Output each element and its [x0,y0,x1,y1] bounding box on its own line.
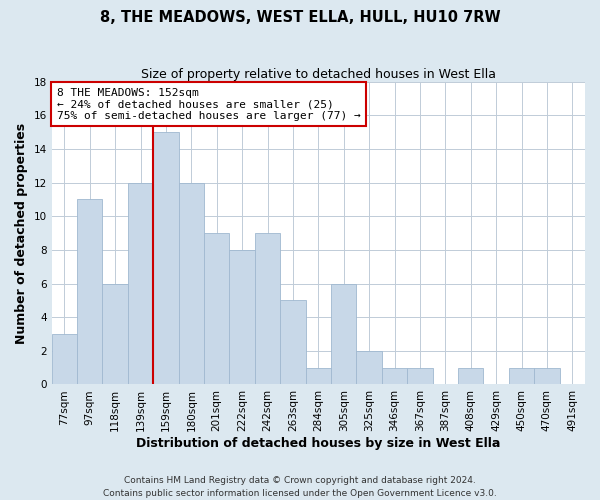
Bar [204,233,229,384]
Bar [128,182,153,384]
Bar [179,182,204,384]
Bar [103,284,128,384]
Bar [52,334,77,384]
Bar [305,368,331,384]
Text: Contains HM Land Registry data © Crown copyright and database right 2024.
Contai: Contains HM Land Registry data © Crown c… [103,476,497,498]
Bar [407,368,433,384]
Bar [153,132,179,384]
Bar [331,284,356,384]
Bar [356,351,382,384]
Bar [509,368,534,384]
Bar [382,368,407,384]
Title: Size of property relative to detached houses in West Ella: Size of property relative to detached ho… [141,68,496,80]
Text: 8, THE MEADOWS, WEST ELLA, HULL, HU10 7RW: 8, THE MEADOWS, WEST ELLA, HULL, HU10 7R… [100,10,500,25]
Text: 8 THE MEADOWS: 152sqm
← 24% of detached houses are smaller (25)
75% of semi-deta: 8 THE MEADOWS: 152sqm ← 24% of detached … [57,88,361,121]
X-axis label: Distribution of detached houses by size in West Ella: Distribution of detached houses by size … [136,437,500,450]
Bar [255,233,280,384]
Bar [229,250,255,384]
Bar [280,300,305,384]
Bar [77,200,103,384]
Bar [458,368,484,384]
Bar [534,368,560,384]
Y-axis label: Number of detached properties: Number of detached properties [15,122,28,344]
